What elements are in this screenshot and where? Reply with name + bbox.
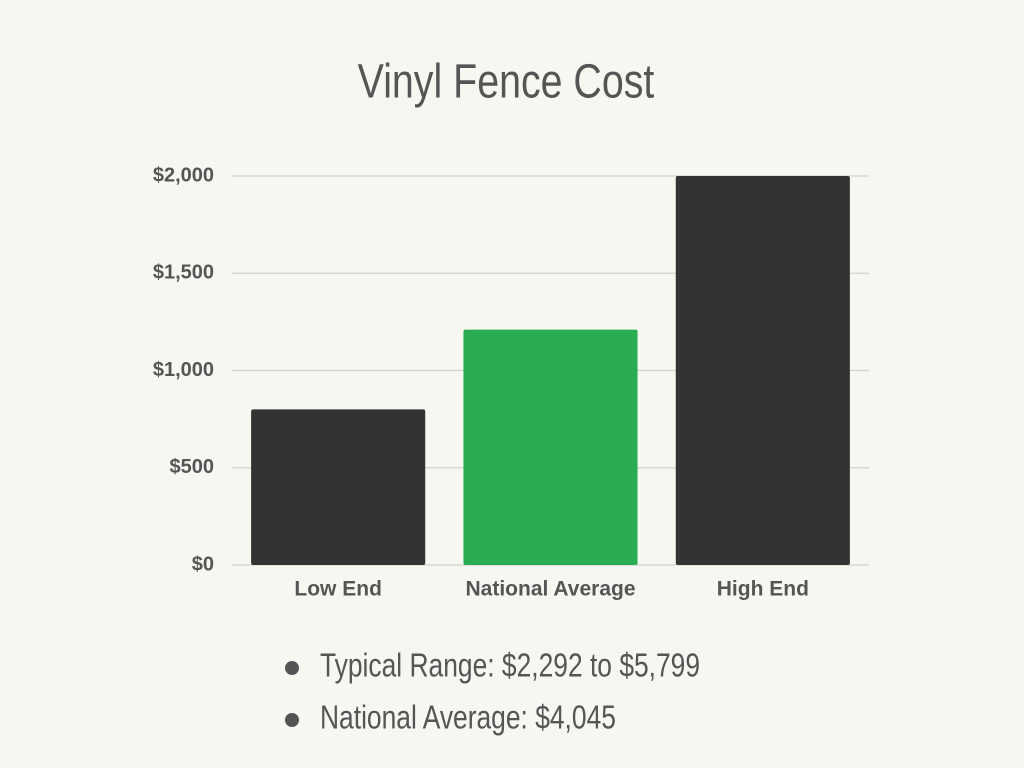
note: Typical Range: $2,292 to $5,799 (320, 648, 700, 684)
x-tick-label: National Average (466, 578, 636, 601)
bar (251, 409, 426, 565)
y-tick-label: $1,000 (153, 359, 214, 381)
bullet (285, 661, 299, 675)
x-tick-label: High End (717, 578, 809, 601)
chart-title: Vinyl Fence Cost (358, 55, 655, 109)
y-tick-label: $500 (170, 456, 215, 478)
x-tick-label: Low End (294, 578, 382, 601)
bar (463, 329, 638, 565)
bar (675, 176, 850, 565)
y-tick-label: $1,500 (153, 262, 214, 284)
note: National Average: $4,045 (320, 700, 616, 736)
bullet (285, 713, 299, 727)
y-tick-label: $2,000 (153, 164, 214, 186)
y-tick-label: $0 (192, 553, 214, 575)
